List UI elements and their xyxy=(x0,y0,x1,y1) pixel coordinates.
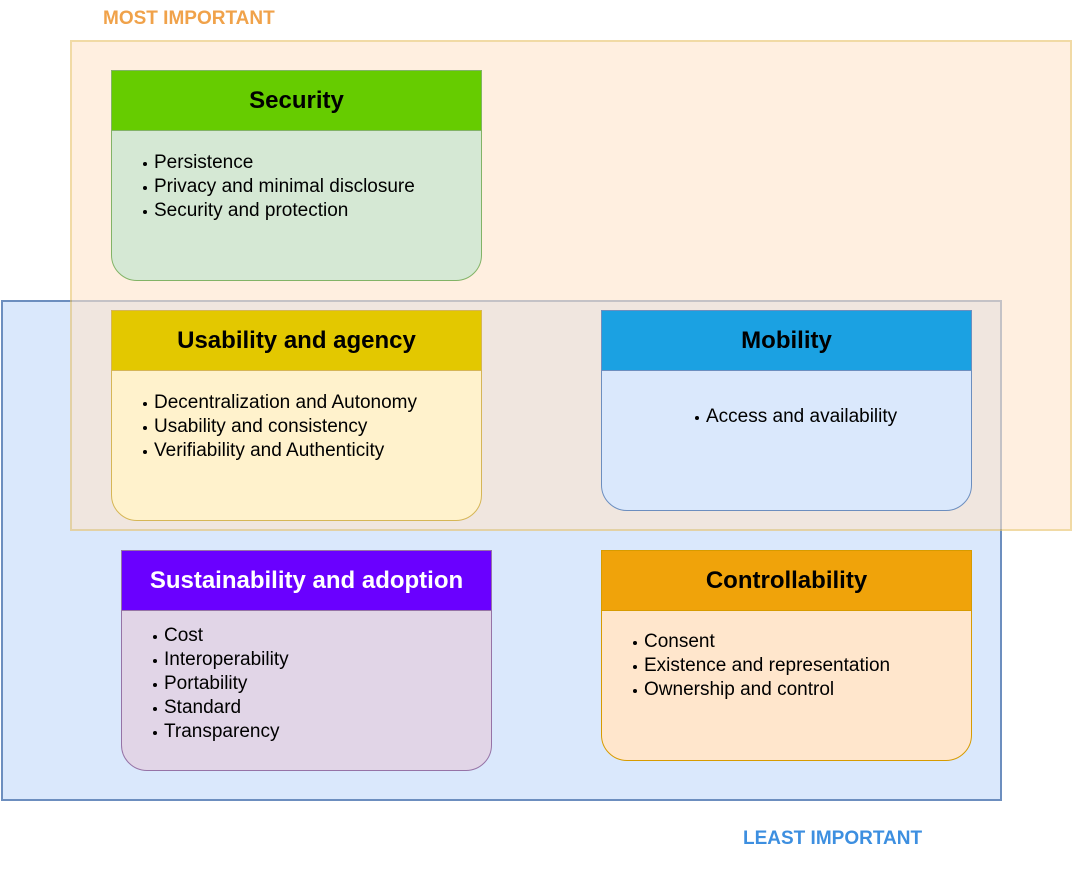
security-card-title: Security xyxy=(112,71,481,131)
security-card: Security Persistence Privacy and minimal… xyxy=(111,70,482,281)
list-item: Usability and consistency xyxy=(143,415,481,439)
list-item: Decentralization and Autonomy xyxy=(143,391,481,415)
list-item: Persistence xyxy=(143,151,481,175)
list-item: Existence and representation xyxy=(633,654,971,678)
sustainability-card: Sustainability and adoption Cost Interop… xyxy=(121,550,492,771)
list-item: Standard xyxy=(153,696,491,720)
list-item: Cost xyxy=(153,624,491,648)
usability-card-title: Usability and agency xyxy=(112,311,481,371)
list-item: Privacy and minimal disclosure xyxy=(143,175,481,199)
security-card-list: Persistence Privacy and minimal disclosu… xyxy=(143,151,481,223)
controllability-card: Controllability Consent Existence and re… xyxy=(601,550,972,761)
controllability-card-list: Consent Existence and representation Own… xyxy=(633,630,971,702)
list-item: Transparency xyxy=(153,720,491,744)
mobility-card-list: Access and availability xyxy=(695,405,971,429)
least-important-label: LEAST IMPORTANT xyxy=(743,828,922,850)
most-important-label: MOST IMPORTANT xyxy=(103,8,275,30)
controllability-card-title: Controllability xyxy=(602,551,971,611)
mobility-card: Mobility Access and availability xyxy=(601,310,972,511)
list-item: Security and protection xyxy=(143,199,481,223)
sustainability-card-list: Cost Interoperability Portability Standa… xyxy=(153,624,491,744)
list-item: Consent xyxy=(633,630,971,654)
list-item: Access and availability xyxy=(695,405,971,429)
usability-card: Usability and agency Decentralization an… xyxy=(111,310,482,521)
usability-card-list: Decentralization and Autonomy Usability … xyxy=(143,391,481,463)
list-item: Verifiability and Authenticity xyxy=(143,439,481,463)
list-item: Ownership and control xyxy=(633,678,971,702)
list-item: Portability xyxy=(153,672,491,696)
list-item: Interoperability xyxy=(153,648,491,672)
sustainability-card-title: Sustainability and adoption xyxy=(122,551,491,611)
mobility-card-title: Mobility xyxy=(602,311,971,371)
